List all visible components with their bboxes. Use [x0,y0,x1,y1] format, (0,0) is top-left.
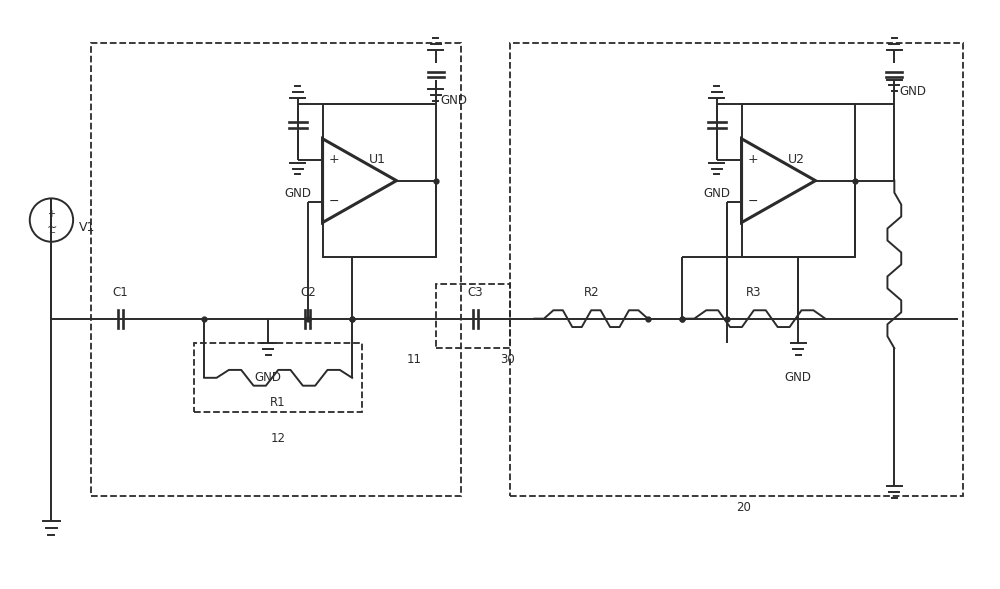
Text: GND: GND [284,187,311,200]
Text: GND: GND [899,84,926,98]
Text: 20: 20 [737,501,751,514]
Bar [323,104,436,257]
Text: R3: R3 [746,286,762,299]
Text: 30: 30 [500,353,515,366]
Text: GND: GND [785,371,812,384]
Text: GND: GND [255,371,282,384]
Text: U1: U1 [369,153,386,166]
Bar [194,343,362,412]
Text: 12: 12 [271,432,286,445]
Bar [510,42,963,496]
Text: GND: GND [703,187,730,200]
Text: −: − [48,229,55,237]
Bar [742,104,855,257]
Text: R1: R1 [270,396,286,409]
Text: GND: GND [441,94,468,107]
Text: −: − [748,195,759,208]
Text: R2: R2 [583,286,599,299]
Text: C2: C2 [300,286,316,299]
Text: U2: U2 [788,153,805,166]
Text: V1: V1 [79,221,95,234]
Text: C1: C1 [113,286,128,299]
Text: 11: 11 [406,353,421,366]
Text: ~: ~ [46,220,57,233]
Text: C3: C3 [468,286,483,299]
Text: +: + [47,209,55,219]
Bar [91,42,461,496]
Text: +: + [329,153,340,166]
Text: +: + [748,153,759,166]
Text: −: − [329,195,340,208]
Bar [436,284,510,348]
